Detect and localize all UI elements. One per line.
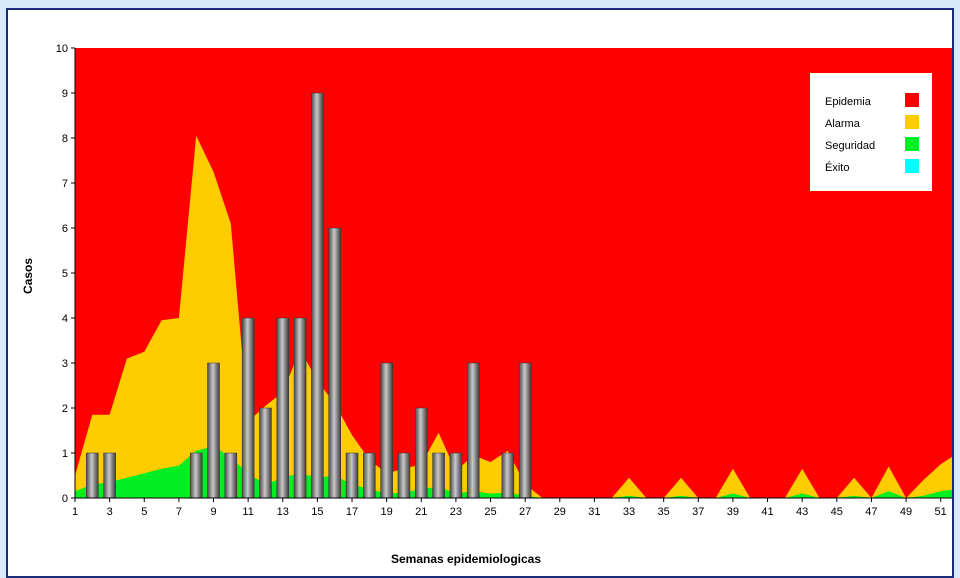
x-tick-label: 47 <box>865 506 877 518</box>
bar-week-8 <box>189 452 203 499</box>
bar-week-23 <box>449 452 463 499</box>
x-tick-label: 39 <box>727 506 739 518</box>
y-tick-label: 7 <box>62 178 68 190</box>
x-tick-label: 1 <box>72 506 78 518</box>
legend: Epidemia Alarma Seguridad Éxito <box>810 73 932 191</box>
y-tick-label: 3 <box>62 358 68 370</box>
bar-week-19 <box>380 362 393 499</box>
y-tick-label: 5 <box>62 268 68 280</box>
x-tick-labels: 1 3 5 7 9 11 13 15 17 19 21 23 25 27 29 31 33 35 37 39 41 43 4… <box>72 506 947 518</box>
bar-week-10 <box>224 452 238 499</box>
bar-week-15 <box>311 92 324 499</box>
x-tick-label: 35 <box>658 506 670 518</box>
bar-week-22 <box>432 452 445 499</box>
bar-week-27 <box>518 362 532 499</box>
y-tick-label: 0 <box>62 493 68 505</box>
x-tick-label: 51 <box>935 506 947 518</box>
legend-swatch <box>905 159 919 173</box>
x-tick-label: 9 <box>210 506 216 518</box>
legend-label: Alarma <box>825 118 861 130</box>
x-tick-label: 7 <box>176 506 182 518</box>
y-tick-label: 1 <box>62 448 68 460</box>
legend-swatch <box>905 115 919 129</box>
x-tick-label: 45 <box>831 506 843 518</box>
legend-label: Seguridad <box>825 140 875 152</box>
y-tick-label: 10 <box>56 43 68 55</box>
x-tick-label: 11 <box>242 506 253 518</box>
bar-week-24 <box>466 362 480 499</box>
bar-week-12 <box>259 407 272 499</box>
x-tick-label: 25 <box>484 506 496 518</box>
bar-week-3 <box>103 452 116 499</box>
x-tick-label: 43 <box>796 506 808 518</box>
legend-swatch <box>905 137 919 151</box>
bar-week-18 <box>363 452 376 499</box>
x-tick-label: 3 <box>107 506 113 518</box>
bar-week-9 <box>207 362 220 499</box>
axes <box>71 47 952 502</box>
chart-frame: 0 1 2 3 4 5 6 7 8 9 10 1 3 5 7 9 11 13 15 17 19 21 23 25 27 29 31… <box>6 8 954 578</box>
x-tick-label: 19 <box>381 506 393 518</box>
y-tick-label: 2 <box>62 403 68 415</box>
y-tick-label: 8 <box>62 133 68 145</box>
legend-swatch <box>905 93 919 107</box>
x-tick-label: 27 <box>519 506 531 518</box>
x-tick-label: 23 <box>450 506 462 518</box>
bar-week-20 <box>397 452 411 499</box>
y-tick-label: 9 <box>62 88 68 100</box>
plot-bars <box>86 92 532 499</box>
x-axis-title: Semanas epidemiologicas <box>391 552 541 566</box>
bar-week-2 <box>86 452 99 499</box>
x-tick-label: 13 <box>277 506 289 518</box>
x-tick-label: 5 <box>141 506 147 518</box>
bar-week-13 <box>276 317 290 499</box>
bar-week-16 <box>328 227 341 499</box>
bar-week-17 <box>345 452 359 499</box>
x-tick-label: 21 <box>415 506 427 518</box>
x-tick-label: 17 <box>346 506 358 518</box>
bar-week-26 <box>501 452 515 499</box>
bar-week-21 <box>415 407 428 499</box>
y-axis-title: Casos <box>21 258 35 294</box>
legend-items: Epidemia Alarma Seguridad Éxito <box>825 93 919 174</box>
bar-week-14 <box>293 317 307 499</box>
y-tick-labels: 0 1 2 3 4 5 6 7 8 9 10 <box>56 43 68 505</box>
bar-week-11 <box>241 317 255 499</box>
x-tick-label: 29 <box>554 506 566 518</box>
x-tick-label: 41 <box>761 506 773 518</box>
x-tick-label: 49 <box>900 506 912 518</box>
legend-label: Éxito <box>825 161 849 174</box>
y-tick-label: 4 <box>62 313 68 325</box>
x-tick-label: 15 <box>311 506 323 518</box>
x-tick-label: 33 <box>623 506 635 518</box>
legend-label: Epidemia <box>825 96 872 108</box>
x-tick-label: 37 <box>692 506 704 518</box>
y-tick-label: 6 <box>62 223 68 235</box>
x-tick-label: 31 <box>588 506 600 518</box>
